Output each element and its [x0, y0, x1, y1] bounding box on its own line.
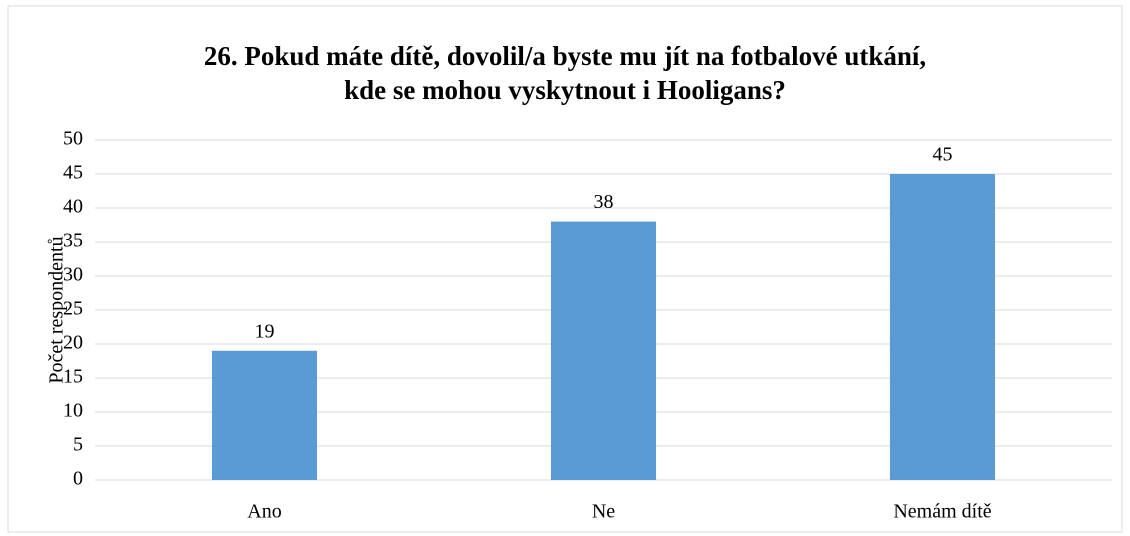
y-tick-label: 0	[73, 468, 83, 490]
y-tick-label: 35	[63, 230, 83, 252]
y-tick-label: 40	[63, 196, 83, 218]
y-tick-label: 10	[63, 400, 83, 422]
x-tick-label: Ano	[247, 501, 281, 523]
bar	[211, 350, 318, 480]
x-tick-label: Ne	[592, 501, 615, 523]
y-tick-label: 15	[63, 366, 83, 388]
y-tick-label: 45	[63, 162, 83, 184]
chart-title: kde se mohou vyskytnout i Hooligans?	[344, 75, 786, 105]
data-label: 19	[255, 320, 275, 342]
chart-title: 26. Pokud máte dítě, dovolil/a byste mu …	[204, 41, 926, 71]
x-tick-label: Nemám dítě	[893, 501, 991, 523]
y-tick-label: 20	[63, 332, 83, 354]
y-tick-label: 5	[73, 434, 83, 456]
y-tick-label: 50	[63, 128, 83, 150]
data-label: 45	[933, 144, 953, 166]
y-tick-label: 25	[63, 298, 83, 320]
y-axis-label: Počet respondentů	[46, 236, 68, 383]
bar	[550, 221, 657, 480]
data-label: 38	[594, 191, 614, 213]
bar	[889, 174, 996, 480]
y-tick-label: 30	[63, 264, 83, 286]
